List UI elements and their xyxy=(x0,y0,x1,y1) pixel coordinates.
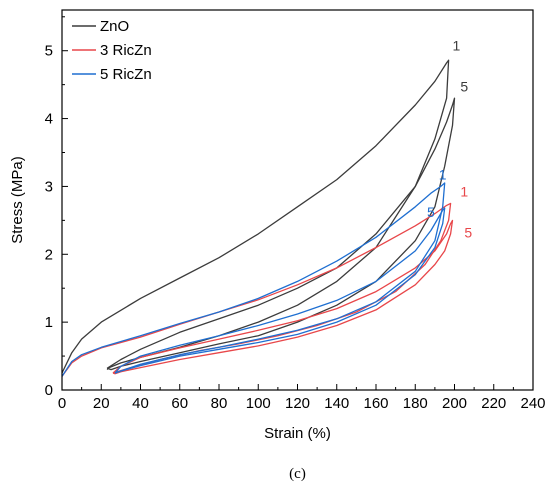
5-riczn-cycle-1-line xyxy=(61,182,446,377)
y-axis-title: Stress (MPa) xyxy=(9,156,26,244)
y-tick-label: 1 xyxy=(45,314,53,331)
y-tick-label: 4 xyxy=(45,111,53,128)
legend-label-3-riczn: 3 RicZn xyxy=(100,42,152,59)
x-tick-label: 100 xyxy=(246,395,271,412)
legend: ZnO 3 RicZn 5 RicZn xyxy=(72,18,152,83)
zno-cycle-1-line xyxy=(61,59,450,374)
x-tick-label: 60 xyxy=(171,395,188,412)
zno-cycle-5-line xyxy=(106,97,456,371)
x-tick-label: 80 xyxy=(211,395,228,412)
5-riczn-cycle-label: 5 xyxy=(427,204,435,220)
plot-frame xyxy=(61,9,534,391)
x-tick-label: 20 xyxy=(93,395,110,412)
3-riczn-cycle-5-line xyxy=(112,219,454,375)
y-tick-label: 2 xyxy=(45,246,53,263)
x-tick-label: 40 xyxy=(132,395,149,412)
x-tick-label: 240 xyxy=(520,395,545,412)
y-tick-label: 0 xyxy=(45,382,53,399)
figure-caption: (c) xyxy=(289,466,306,482)
x-tick-label: 140 xyxy=(324,395,349,412)
3-riczn-cycle-label: 1 xyxy=(460,184,468,200)
x-tick-label: 200 xyxy=(442,395,467,412)
5-riczn-cycle-5-line xyxy=(114,207,446,374)
curve-labels-layer: 1 5 1 5 1 5 xyxy=(427,38,472,241)
5-riczn-cycle-label: 1 xyxy=(439,167,447,183)
zno-cycle-label: 1 xyxy=(453,38,461,54)
axis-ticks: 0 20 40 60 80 100 120 140 160 180 200 220 240 0 1 2 3 4 5 xyxy=(45,16,546,412)
curves-layer xyxy=(61,59,456,377)
legend-label-zno: ZnO xyxy=(100,18,129,35)
x-tick-label: 160 xyxy=(363,395,388,412)
zno-cycle-label: 5 xyxy=(460,78,468,94)
legend-label-5-riczn: 5 RicZn xyxy=(100,66,152,83)
x-tick-label: 180 xyxy=(403,395,428,412)
y-tick-label: 3 xyxy=(45,178,53,195)
x-axis-title: Strain (%) xyxy=(264,425,331,442)
3-riczn-cycle-label: 5 xyxy=(464,224,472,240)
y-tick-label: 5 xyxy=(45,43,53,60)
x-tick-label: 220 xyxy=(481,395,506,412)
x-tick-label: 120 xyxy=(285,395,310,412)
x-tick-label: 0 xyxy=(58,395,66,412)
